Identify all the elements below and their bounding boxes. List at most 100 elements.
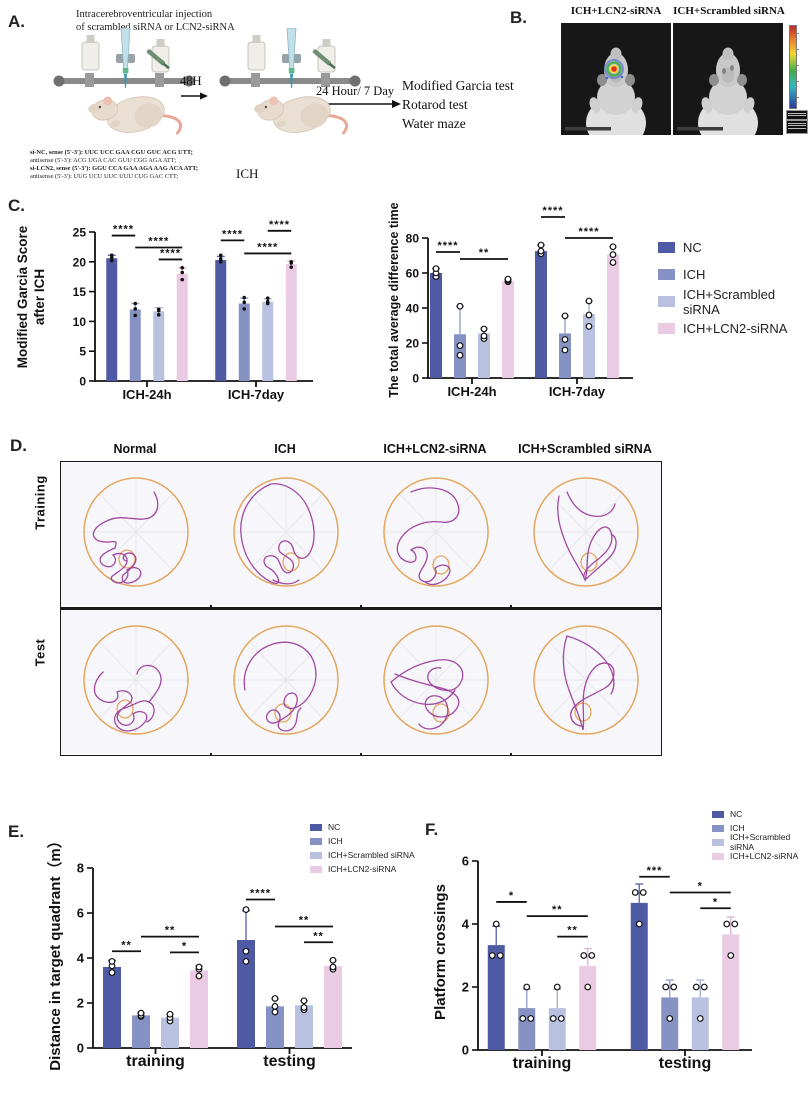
quadrant-line: [398, 641, 437, 681]
bar-NC: [630, 902, 648, 1050]
x-group-label: ICH-7day: [549, 384, 606, 399]
x-group-label: testing: [263, 1053, 315, 1070]
quadrant-line: [248, 531, 287, 571]
y-axis-title: after ICH: [32, 269, 47, 325]
y-tick-label: 0: [77, 1041, 84, 1056]
test-item-watermaze: Water maze: [402, 116, 466, 131]
maze-row-test: Test: [32, 638, 48, 667]
swim-track: [562, 635, 615, 731]
data-point: [561, 346, 569, 354]
quadrant-line: [435, 531, 474, 571]
maze-cell-Test-Normal: [61, 610, 211, 753]
quadrant-line: [585, 641, 624, 681]
quadrant-line: [285, 493, 324, 533]
legend-label-nc: NC: [328, 822, 341, 832]
data-point: [180, 265, 185, 270]
sig-stars: **: [121, 939, 132, 951]
data-point: [289, 260, 294, 264]
legend-swatch-scrambled: [712, 838, 724, 846]
y-tick-label: 0: [79, 375, 86, 389]
y-tick-label: 10: [73, 315, 87, 329]
data-point: [537, 241, 545, 249]
data-point: [666, 1015, 674, 1022]
legend-swatch-scrambled: [658, 296, 675, 307]
legend-item-lcn2: ICH+LCN2-siRNA: [712, 849, 811, 863]
bar-ICH: [661, 997, 679, 1050]
panel-b-label: B.: [510, 8, 527, 27]
quadrant-line: [398, 679, 437, 719]
quadrant-line: [585, 679, 624, 719]
data-point: [218, 257, 223, 261]
maze-column-lcn2: ICH+LCN2-siRNA: [383, 442, 487, 456]
data-point: [527, 1015, 535, 1022]
bar-ICH+Scrambled siRNA: [262, 301, 274, 381]
x-group-label: ICH-24h: [447, 384, 496, 399]
x-group-label: training: [126, 1053, 185, 1070]
data-point: [585, 322, 593, 330]
maze-grid: [60, 461, 662, 756]
data-point: [137, 1009, 145, 1017]
bar-ICH: [238, 303, 250, 381]
bar-ICH+Scrambled siRNA: [161, 1017, 179, 1048]
y-axis-title: Modified Garcia Score: [15, 225, 30, 368]
bar-ICH+Scrambled siRNA: [153, 311, 165, 381]
data-point: [700, 983, 708, 991]
data-point: [662, 983, 670, 991]
pool-outline: [83, 477, 189, 587]
platform-circle: [432, 703, 450, 723]
data-point: [696, 1015, 704, 1022]
data-point: [265, 299, 270, 304]
data-point: [166, 1010, 174, 1018]
x-group-label: testing: [659, 1055, 711, 1072]
pool-outline: [83, 625, 189, 735]
maze-cell-Training-Normal: [61, 462, 211, 605]
y-tick-label: 15: [73, 285, 87, 299]
maze-cell-Test-ICH: [211, 610, 361, 753]
data-point: [588, 952, 596, 959]
data-point: [218, 260, 223, 264]
pool-outline: [383, 625, 489, 735]
panel-a-title: Intracerebroventricular injection of scr…: [76, 8, 235, 34]
sirna-line-3: si-LCN2, sense (5'-3'): GGU CCA GAA AGA …: [30, 164, 199, 172]
data-point: [156, 313, 161, 317]
maze-cell-Training-ICH: [211, 462, 361, 605]
data-point: [133, 307, 138, 311]
quadrant-line: [248, 679, 287, 719]
maze-row-training: Training: [32, 475, 48, 530]
legend-label-lcn2: ICH+LCN2-siRNA: [328, 864, 397, 874]
legend-label-scrambled: ICH+Scrambled siRNA: [683, 286, 776, 317]
legend-swatch-nc: [712, 810, 724, 818]
y-tick-label: 60: [406, 267, 420, 281]
sig-stars: **: [299, 915, 310, 927]
quadrant-line: [398, 493, 437, 533]
platform-circle: [580, 552, 598, 572]
bar-NC: [535, 251, 547, 378]
y-tick-label: 2: [462, 980, 469, 995]
test-item-rotarod: Rotarod test: [402, 97, 468, 112]
data-point: [557, 1015, 565, 1022]
data-point: [195, 963, 203, 971]
data-point: [488, 952, 496, 959]
y-tick-label: 6: [77, 906, 84, 921]
data-point: [242, 947, 250, 955]
legend-item-lcn2: ICH+LCN2-siRNA: [658, 315, 811, 342]
data-point: [480, 325, 488, 333]
legend-label-ich: ICH: [683, 267, 706, 282]
x-group-label: ICH-7day: [228, 387, 285, 402]
legend-item-lcn2: ICH+LCN2-siRNA: [310, 862, 415, 876]
data-point: [609, 243, 617, 251]
data-point: [480, 332, 488, 340]
quadrant-line: [435, 493, 474, 533]
legend-label-scrambled: ICH+Scrambled siRNA: [328, 850, 415, 860]
sig-stars: **: [567, 925, 578, 937]
sirna-line-4: antisense (5'-3'): UUG UCU UUC UUU CUG G…: [30, 172, 179, 180]
panel-f-label: F.: [425, 820, 439, 839]
quadrant-line: [548, 679, 587, 719]
behavior-test-list: Modified Garcia test Rotarod test Water …: [402, 76, 514, 133]
legend-label-ich: ICH: [730, 823, 745, 833]
legend-item-nc: NC: [658, 234, 811, 261]
legend-swatch-nc: [310, 823, 322, 831]
platform-circle: [116, 699, 134, 719]
colorbar-scale-box: [786, 120, 808, 134]
